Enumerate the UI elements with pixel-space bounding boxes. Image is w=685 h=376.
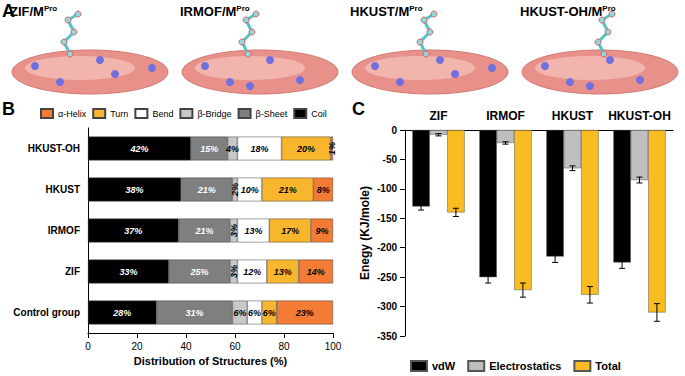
svg-text:B: B [2,99,15,119]
svg-text:-50: -50 [383,154,398,165]
svg-text:Distribution of Structures (%): Distribution of Structures (%) [134,355,288,367]
svg-text:β-Bridge: β-Bridge [197,109,231,119]
svg-text:31%: 31% [186,308,204,318]
svg-text:21%: 21% [197,185,216,195]
svg-text:20%: 20% [296,144,315,154]
svg-text:IRMOF: IRMOF [48,225,80,236]
svg-text:α-Helix: α-Helix [58,109,87,119]
svg-text:Pro: Pro [409,4,422,13]
svg-text:-100: -100 [377,183,397,194]
svg-text:42%: 42% [129,144,148,154]
svg-text:21%: 21% [194,226,213,236]
svg-text:Bend: Bend [152,109,173,119]
svg-text:-250: -250 [377,272,397,283]
svg-text:20: 20 [131,341,143,352]
svg-text:ZIF: ZIF [430,109,448,123]
svg-text:Turn: Turn [110,109,128,119]
svg-text:HKUST/M: HKUST/M [350,4,409,19]
svg-text:23%: 23% [295,308,314,318]
svg-text:vdW: vdW [432,360,456,372]
svg-text:80: 80 [278,341,290,352]
svg-text:21%: 21% [278,185,297,195]
svg-text:2%: 2% [230,183,240,197]
svg-text:Pro: Pro [602,4,615,13]
svg-text:ZIF/M: ZIF/M [10,4,44,19]
svg-text:13%: 13% [244,226,262,236]
svg-text:6%: 6% [263,308,276,318]
svg-text:HKUST-OH: HKUST-OH [608,109,671,123]
svg-text:37%: 37% [124,226,142,236]
svg-text:13%: 13% [274,267,292,277]
svg-text:HKUST-OH/M: HKUST-OH/M [520,4,602,19]
svg-text:IRMOF/M: IRMOF/M [180,4,236,19]
svg-text:8%: 8% [317,185,330,195]
svg-text:9%: 9% [315,226,328,236]
svg-text:C: C [352,99,365,119]
svg-text:6%: 6% [233,308,246,318]
svg-text:4%: 4% [225,144,239,154]
svg-text:10%: 10% [241,185,259,195]
svg-text:Pro: Pro [44,4,57,13]
svg-text:0: 0 [85,341,91,352]
svg-text:HKUST: HKUST [552,109,594,123]
svg-text:12%: 12% [243,267,261,277]
svg-text:60: 60 [229,341,241,352]
svg-text:15%: 15% [200,144,218,154]
svg-text:Electrostatics: Electrostatics [489,360,561,372]
svg-text:β-Sheet: β-Sheet [256,109,288,119]
svg-text:40: 40 [180,341,192,352]
svg-text:-300: -300 [377,301,397,312]
svg-text:6%: 6% [248,308,261,318]
svg-text:25%: 25% [189,267,208,277]
svg-text:17%: 17% [281,226,299,236]
svg-text:Control group: Control group [13,307,80,318]
svg-text:38%: 38% [126,185,144,195]
svg-text:0: 0 [391,125,397,136]
svg-text:100: 100 [325,341,342,352]
svg-text:-200: -200 [377,242,397,253]
svg-text:HKUST: HKUST [46,184,80,195]
svg-text:Enegy (KJ/mole): Enegy (KJ/mole) [358,186,372,280]
svg-text:14%: 14% [307,267,325,277]
svg-text:3%: 3% [229,265,239,278]
svg-text:1%: 1% [327,142,337,155]
svg-text:A: A [2,1,15,21]
svg-text:Total: Total [595,360,620,372]
svg-text:ZIF: ZIF [65,266,80,277]
svg-text:-150: -150 [377,213,397,224]
svg-text:3%: 3% [229,224,239,237]
svg-text:33%: 33% [119,267,137,277]
svg-text:-350: -350 [377,331,397,342]
svg-text:28%: 28% [112,308,131,318]
svg-text:HKUST-OH: HKUST-OH [28,143,80,154]
svg-text:Pro: Pro [236,4,249,13]
svg-text:IRMOF: IRMOF [486,109,525,123]
svg-text:18%: 18% [250,144,268,154]
svg-text:Coil: Coil [311,109,327,119]
